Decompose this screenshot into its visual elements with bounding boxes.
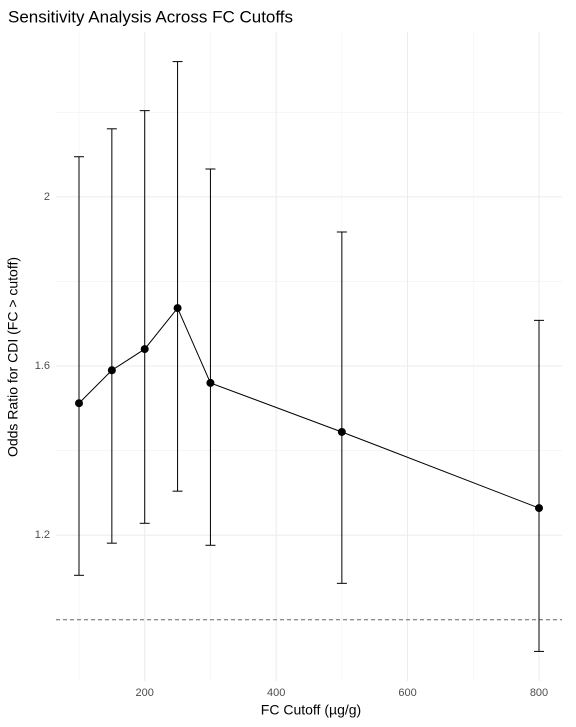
point	[173, 304, 182, 313]
point	[337, 427, 346, 436]
x-tick-label: 800	[530, 687, 548, 699]
y-tick-label: 1.6	[35, 360, 50, 372]
y-tick-label: 1.2	[35, 529, 50, 541]
x-tick-label: 400	[267, 687, 285, 699]
point	[206, 378, 215, 387]
chart-title: Sensitivity Analysis Across FC Cutoffs	[8, 7, 293, 26]
y-tick-label: 2	[44, 191, 50, 203]
point	[75, 399, 83, 408]
point	[535, 504, 543, 513]
point	[107, 366, 116, 375]
y-axis-label: Odds Ratio for CDI (FC > cutoff)	[5, 257, 21, 457]
x-tick-label: 200	[136, 687, 154, 699]
x-axis-label: FC Cutoff (µg/g)	[261, 702, 361, 718]
x-tick-label: 600	[398, 687, 416, 699]
point	[140, 345, 149, 354]
line	[78, 307, 540, 509]
